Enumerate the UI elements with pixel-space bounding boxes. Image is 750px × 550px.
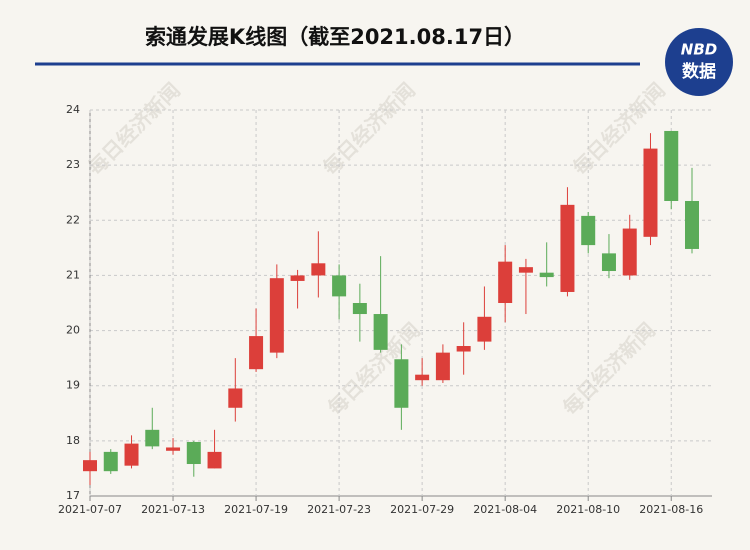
candle-body — [643, 148, 658, 237]
candle-body — [352, 303, 367, 315]
logo-bottom: 数据 — [682, 61, 716, 82]
candle-body — [664, 130, 679, 201]
y-tick-label: 18 — [66, 434, 80, 447]
candle-body — [83, 460, 97, 472]
candle-body — [228, 388, 243, 408]
y-tick-label: 22 — [66, 213, 80, 226]
x-tick-label: 2021-07-29 — [390, 503, 454, 516]
candle-body — [124, 443, 139, 466]
candle-body — [186, 441, 201, 465]
candle-body — [560, 204, 575, 292]
y-tick-label: 24 — [66, 103, 80, 116]
chart-title: 索通发展K线图（截至2021.08.17日） — [145, 25, 525, 49]
y-tick-label: 17 — [66, 489, 80, 502]
x-tick-label: 2021-07-23 — [307, 503, 371, 516]
candle-body — [373, 314, 388, 350]
candle-body — [456, 346, 471, 352]
candle-body — [332, 275, 347, 297]
candle-body — [581, 215, 596, 246]
logo-top: NBD — [681, 41, 717, 59]
candle-body — [435, 352, 450, 381]
logo — [665, 28, 733, 96]
candle-body — [166, 447, 181, 451]
candle-body — [207, 451, 222, 469]
x-tick-label: 2021-07-13 — [141, 503, 205, 516]
x-tick-label: 2021-07-07 — [58, 503, 122, 516]
candle-body — [685, 200, 699, 249]
x-tick-label: 2021-08-10 — [556, 503, 620, 516]
x-tick-label: 2021-08-16 — [639, 503, 703, 516]
candle-body — [311, 263, 326, 276]
y-tick-label: 20 — [66, 324, 80, 337]
x-tick-label: 2021-07-19 — [224, 503, 288, 516]
candle-body — [539, 272, 554, 278]
x-tick-label: 2021-08-04 — [473, 503, 537, 516]
candle-body — [622, 228, 637, 276]
candle-body — [103, 451, 118, 472]
candle-body — [269, 278, 284, 353]
candle-body — [290, 275, 305, 281]
candle-body — [415, 374, 430, 381]
candle-body — [477, 316, 492, 342]
y-tick-label: 21 — [66, 268, 80, 281]
y-tick-label: 23 — [66, 158, 80, 171]
y-tick-label: 19 — [66, 379, 80, 392]
candle-body — [601, 253, 616, 272]
candle-body — [498, 261, 513, 303]
candle-body — [394, 359, 409, 408]
candle-body — [518, 267, 533, 273]
candle-body — [249, 336, 264, 370]
candle-body — [145, 429, 160, 447]
